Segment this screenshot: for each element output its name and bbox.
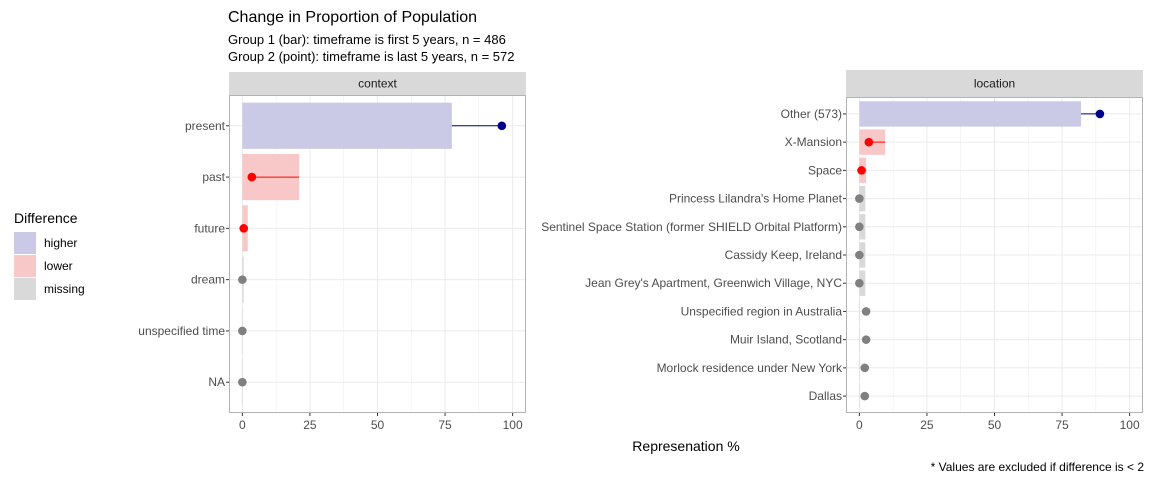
category-label: Muir Island, Scotland (730, 333, 842, 347)
chart-subtitle-line-1: Group 1 (bar): timeframe is first 5 year… (228, 32, 506, 47)
category-label: past (202, 170, 225, 184)
point-3 (239, 224, 249, 233)
category-label: Princess Lilandra's Home Planet (669, 192, 843, 206)
point-5 (238, 326, 247, 336)
bar-1 (859, 101, 1081, 127)
point-11 (860, 391, 870, 401)
x-tick-label: 0 (239, 418, 246, 432)
category-label: Space (808, 163, 842, 177)
legend: Difference higher lower missing (14, 210, 85, 300)
category-label: Jean Grey's Apartment, Greenwich Village… (585, 276, 842, 290)
panel-border (846, 97, 1143, 413)
category-label: Unspecified region in Australia (681, 304, 843, 318)
x-tick-label: 75 (438, 418, 452, 432)
panel-strip-bg (229, 72, 526, 95)
legend-label-lower: lower (44, 259, 73, 273)
category-label: X-Mansion (785, 135, 842, 149)
category-label: future (194, 221, 225, 235)
x-tick-label: 75 (1055, 418, 1069, 432)
chart-subtitle-line-2: Group 2 (point): timeframe is last 5 yea… (228, 49, 515, 64)
x-tick-label: 100 (503, 418, 523, 432)
x-tick-label: 0 (856, 418, 863, 432)
point-8 (861, 307, 871, 316)
point-10 (860, 363, 870, 373)
category-label: Cassidy Keep, Ireland (725, 248, 842, 262)
chart-caption: * Values are excluded if difference is <… (931, 460, 1145, 474)
point-4 (238, 275, 247, 284)
panel-context: context present past future dream unspecified… (138, 72, 526, 432)
chart-title: Change in Proportion of Population (228, 9, 477, 26)
legend-label-missing: missing (44, 282, 85, 296)
bar-11 (859, 383, 860, 409)
legend-key-higher (14, 232, 36, 254)
point-6 (855, 250, 864, 260)
point-1 (497, 121, 507, 131)
category-label: Dallas (809, 389, 842, 403)
point-9 (861, 335, 871, 344)
point-3 (857, 166, 866, 175)
category-label: Morlock residence under New York (657, 361, 843, 375)
panel-strip-bg (846, 70, 1143, 97)
category-label: present (185, 119, 226, 133)
panel-strip-label: location (974, 77, 1015, 91)
panel-border (229, 95, 526, 413)
point-4 (855, 194, 864, 203)
legend-key-lower (14, 255, 36, 277)
category-label: Sentinel Space Station (former SHIELD Or… (541, 220, 842, 234)
point-7 (855, 278, 864, 288)
x-tick-label: 100 (1120, 418, 1140, 432)
bar-10 (859, 355, 860, 381)
panel-strip-label: context (358, 77, 397, 91)
point-5 (855, 222, 864, 232)
point-6 (238, 377, 247, 387)
x-tick-label: 25 (920, 418, 934, 432)
panels: context present past future dream unspecified… (138, 70, 1143, 432)
legend-key-missing (14, 278, 36, 300)
category-label: Other (573) (781, 107, 842, 121)
panel-location: location Other (573) X-Mansion Space Princes… (541, 70, 1143, 432)
x-tick-label: 50 (371, 418, 385, 432)
point-1 (1095, 109, 1105, 119)
category-label: dream (191, 273, 225, 287)
x-tick-label: 25 (303, 418, 317, 432)
x-axis-title: Represenation % (632, 438, 739, 454)
bar-9 (859, 326, 860, 353)
category-label: NA (208, 375, 225, 389)
legend-title: Difference (14, 210, 78, 226)
x-tick-label: 50 (988, 418, 1002, 432)
bar-8 (859, 298, 860, 325)
point-2 (864, 137, 874, 147)
point-2 (247, 172, 257, 182)
category-label: unspecified time (138, 324, 225, 338)
legend-label-higher: higher (44, 236, 77, 250)
bar-1 (242, 102, 452, 149)
